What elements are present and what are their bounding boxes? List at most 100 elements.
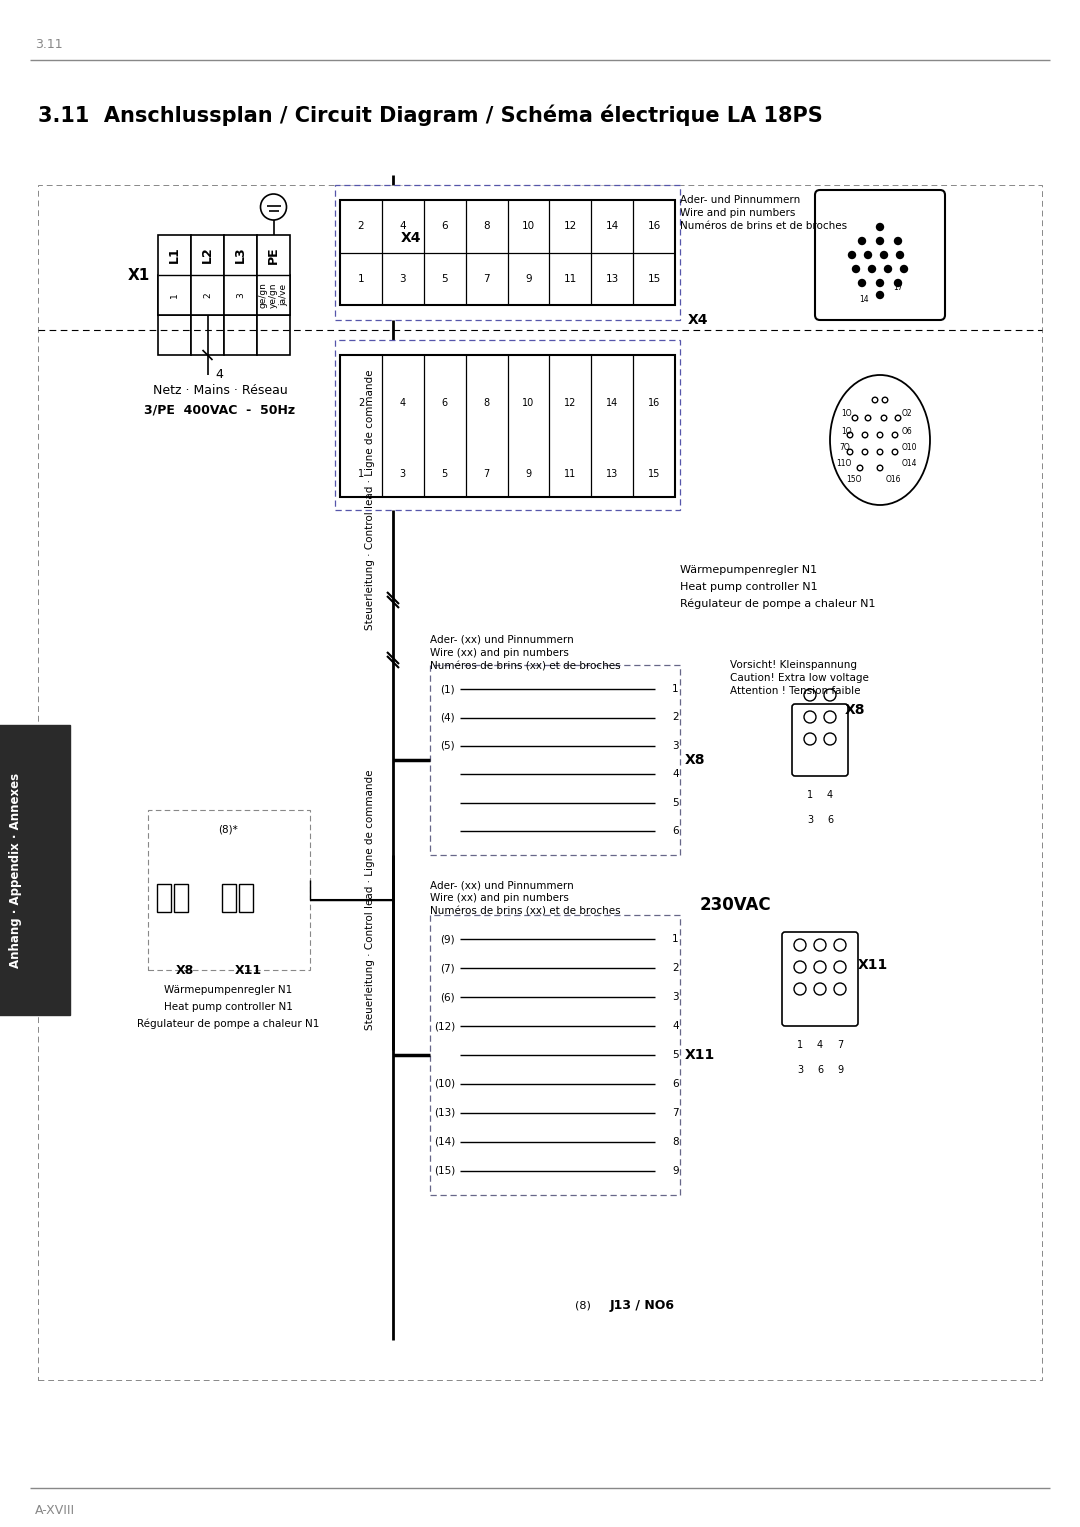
Text: 9: 9	[525, 273, 531, 284]
Text: Régulateur de pompe a chaleur N1: Régulateur de pompe a chaleur N1	[137, 1019, 320, 1029]
Bar	[191, 235, 224, 315]
Text: Steuerleitung · Control lead · Ligne de commande: Steuerleitung · Control lead · Ligne de …	[365, 370, 375, 631]
Circle shape	[864, 252, 872, 258]
Bar	[239, 884, 253, 912]
Text: 5: 5	[442, 469, 448, 479]
Text: 1: 1	[170, 292, 179, 298]
Text: 4: 4	[827, 789, 833, 800]
FancyBboxPatch shape	[792, 704, 848, 776]
Bar	[174, 884, 188, 912]
Text: PE: PE	[267, 246, 280, 264]
Text: 1: 1	[797, 1040, 804, 1051]
Text: (14): (14)	[434, 1136, 455, 1147]
Circle shape	[859, 279, 865, 287]
Text: 16: 16	[648, 399, 660, 408]
Bar	[148, 809, 310, 970]
Bar	[158, 315, 191, 354]
Bar	[430, 915, 680, 1196]
Bar	[38, 185, 1042, 1380]
Text: 6: 6	[672, 1080, 678, 1089]
Text: 3: 3	[807, 815, 813, 825]
Text: Heat pump controller N1: Heat pump controller N1	[163, 1002, 293, 1012]
Text: X1: X1	[127, 267, 150, 282]
Text: 10: 10	[523, 399, 535, 408]
Text: X8: X8	[845, 702, 865, 718]
Circle shape	[896, 252, 904, 258]
Text: 6: 6	[442, 399, 448, 408]
Text: 16: 16	[647, 221, 661, 231]
Text: L1: L1	[168, 247, 181, 263]
Text: 1O: 1O	[841, 409, 852, 418]
Bar	[222, 884, 237, 912]
Text: 2: 2	[357, 221, 364, 231]
Text: 6: 6	[442, 221, 448, 231]
Text: 3: 3	[400, 469, 406, 479]
Bar	[257, 315, 291, 354]
Text: 3.11  Anschlussplan / Circuit Diagram / Schéma électrique LA 18PS: 3.11 Anschlussplan / Circuit Diagram / S…	[38, 104, 823, 125]
Text: 5: 5	[672, 1051, 678, 1060]
Text: 1: 1	[672, 684, 678, 695]
Bar	[430, 664, 680, 855]
Text: X4: X4	[401, 231, 421, 244]
Text: X11: X11	[685, 1048, 715, 1061]
Text: (7): (7)	[441, 964, 455, 973]
Bar	[224, 275, 257, 315]
Text: 1: 1	[672, 935, 678, 944]
Text: 17: 17	[893, 284, 903, 293]
Text: 3: 3	[400, 273, 406, 284]
Text: O2: O2	[902, 409, 913, 418]
Text: L2: L2	[201, 247, 214, 263]
Text: Wärmepumpenregler N1: Wärmepumpenregler N1	[164, 985, 292, 996]
Text: 8: 8	[484, 399, 489, 408]
Text: 3: 3	[672, 741, 678, 751]
Text: 12: 12	[564, 399, 577, 408]
Text: 1O: 1O	[841, 428, 852, 437]
Bar	[257, 275, 291, 315]
Text: 230VAC: 230VAC	[700, 896, 771, 915]
Text: 9: 9	[837, 1064, 843, 1075]
Text: (12): (12)	[434, 1022, 455, 1031]
Text: 1: 1	[357, 469, 364, 479]
Circle shape	[877, 279, 883, 287]
Circle shape	[880, 252, 888, 258]
Text: 9: 9	[525, 469, 531, 479]
Text: X8: X8	[685, 753, 705, 767]
Text: 2: 2	[672, 713, 678, 722]
Text: A-XVIII: A-XVIII	[35, 1504, 76, 1516]
Text: (4): (4)	[441, 713, 455, 722]
Text: 4: 4	[672, 1022, 678, 1031]
Text: 8: 8	[672, 1136, 678, 1147]
Text: Netz · Mains · Réseau: Netz · Mains · Réseau	[152, 383, 287, 397]
Text: O6: O6	[902, 428, 913, 437]
Text: L3: L3	[234, 247, 247, 263]
Text: 13: 13	[606, 469, 619, 479]
Circle shape	[877, 292, 883, 298]
Bar	[257, 235, 291, 315]
Text: O16: O16	[886, 475, 902, 484]
Text: 7O: 7O	[839, 443, 850, 452]
Circle shape	[877, 238, 883, 244]
Circle shape	[894, 279, 902, 287]
Circle shape	[901, 266, 907, 272]
Text: (13): (13)	[434, 1107, 455, 1118]
Text: 3: 3	[237, 292, 245, 298]
Text: 10: 10	[522, 221, 535, 231]
Text: (9): (9)	[441, 935, 455, 944]
Text: (15): (15)	[434, 1165, 455, 1176]
FancyBboxPatch shape	[782, 931, 858, 1026]
Text: J13 / NO6: J13 / NO6	[610, 1298, 675, 1312]
Bar	[191, 275, 224, 315]
Text: 3.11: 3.11	[35, 38, 63, 52]
Text: 7: 7	[672, 1107, 678, 1118]
Text: 15O: 15O	[847, 475, 862, 484]
Text: 4: 4	[216, 368, 224, 382]
Bar	[335, 341, 680, 510]
Text: Heat pump controller N1: Heat pump controller N1	[680, 582, 818, 592]
Text: 4: 4	[400, 221, 406, 231]
FancyBboxPatch shape	[815, 189, 945, 321]
Text: 11: 11	[564, 469, 577, 479]
Circle shape	[859, 238, 865, 244]
Bar	[224, 315, 257, 354]
Text: 4: 4	[672, 770, 678, 779]
Text: Ader- und Pinnummern
Wire and pin numbers
Numéros de brins et de broches: Ader- und Pinnummern Wire and pin number…	[680, 195, 847, 232]
